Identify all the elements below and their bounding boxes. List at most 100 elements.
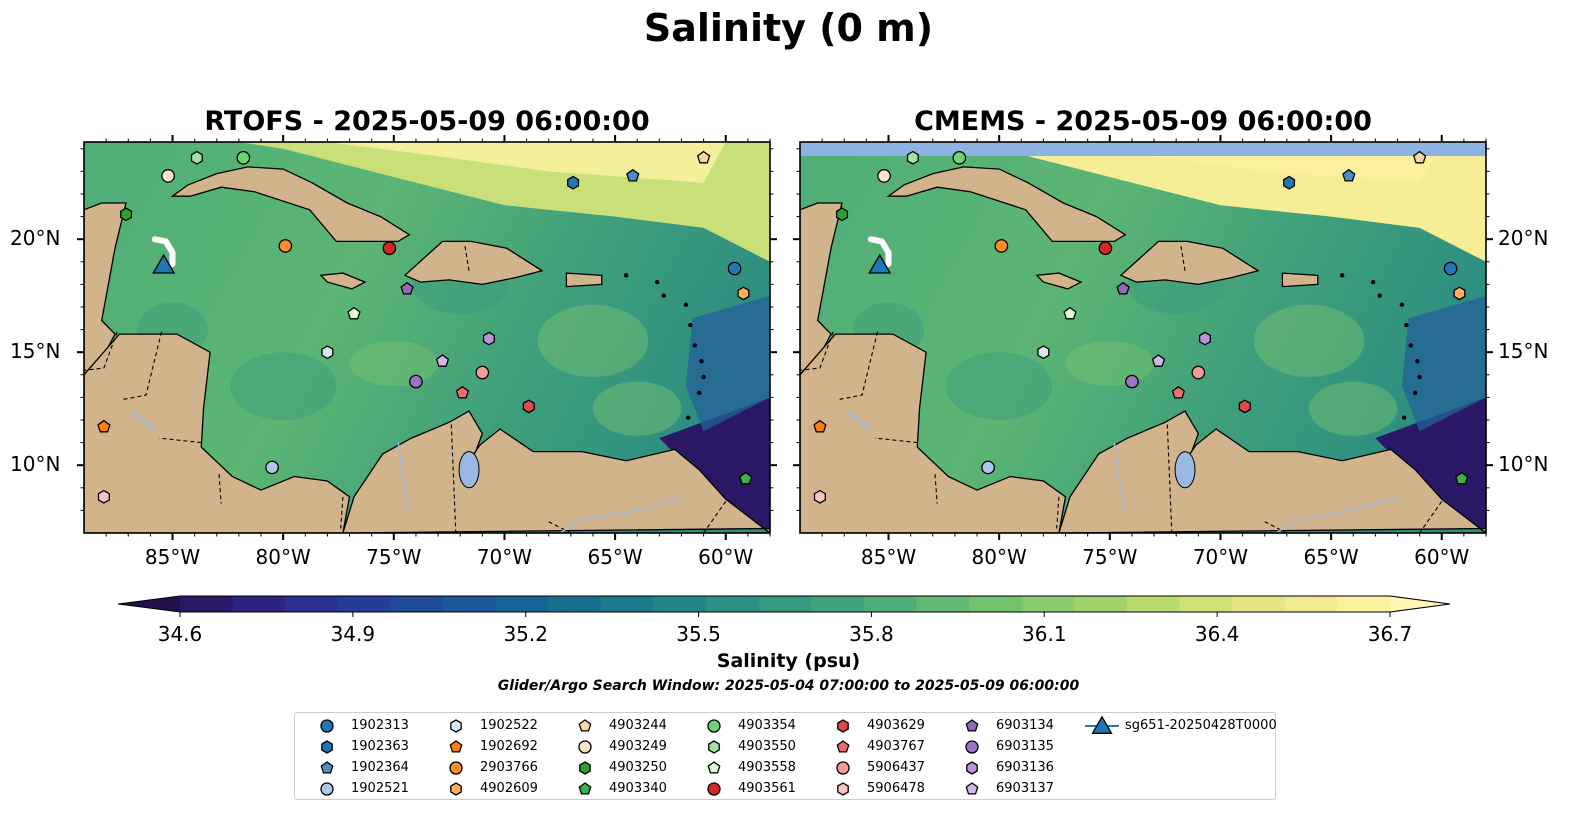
marker-0-4903244: [696, 150, 711, 164]
marker-0-5906437: [475, 365, 490, 380]
legend-label: 4903340: [609, 781, 667, 796]
marker-1-6903137: [1151, 354, 1166, 367]
colorbar-bin-7: [548, 596, 602, 612]
legend-item-1902363: 1902363: [307, 736, 432, 756]
marker-1-4903550: [906, 150, 919, 165]
colorbar-tick-label-6: 36.4: [1194, 622, 1240, 646]
marker-1-4903340: [1455, 471, 1469, 485]
legend-marker-4903558: [707, 761, 721, 774]
marker-0-4903340: [739, 471, 753, 485]
legend-label: 4903767: [867, 739, 925, 754]
legend-item-6903136: 6903136: [952, 757, 1077, 777]
legend-item-2903766: 2903766: [436, 757, 561, 777]
legend-marker-sg651-20250428T0000: [1085, 715, 1119, 734]
marker-0-4903767: [455, 385, 470, 399]
marker-0-1902363: [567, 175, 580, 190]
marker-0-4903354: [236, 150, 251, 165]
colorbar-tick-label-2: 35.2: [503, 622, 548, 646]
legend-marker-5906437: [836, 761, 850, 775]
legend-item-5906437: 5906437: [823, 757, 948, 777]
legend-label: 1902522: [480, 718, 538, 733]
lon-tick-label-0-0: 85°W: [144, 545, 201, 569]
colorbar-extend-low: [118, 596, 180, 612]
map-frame-1: [793, 135, 1493, 540]
legend-item-4903629: 4903629: [823, 715, 948, 735]
lon-tick-label-1-4: 65°W: [1303, 545, 1359, 569]
legend-item-1902522: 1902522: [436, 715, 561, 735]
marker-0-4903561: [382, 241, 397, 256]
legend-item-1902521: 1902521: [307, 778, 432, 798]
legend-label: 4903550: [738, 739, 796, 754]
legend-label: 4903244: [609, 718, 667, 733]
legend-item-4902609: 4902609: [436, 778, 561, 798]
marker-1-4903558: [1063, 306, 1077, 320]
colorbar-bin-17: [1074, 596, 1128, 612]
panel-title-cmems: CMEMS - 2025-05-09 06:00:00: [914, 106, 1372, 137]
colorbar-tick-label-5: 36.1: [1022, 622, 1067, 646]
colorbar-bin-9: [653, 596, 707, 612]
colorbar-bin-21: [1284, 596, 1338, 612]
legend-label: 4902609: [480, 781, 538, 796]
marker-0-1902521: [265, 460, 279, 475]
marker-0-5906478: [97, 489, 110, 504]
legend-item-4903558: 4903558: [694, 757, 819, 777]
lon-tick-label-1-2: 75°W: [1082, 545, 1138, 569]
marker-0-4903249: [161, 169, 175, 183]
lat-tick-label-0-2: 10°N: [10, 452, 61, 477]
colorbar-bin-11: [758, 596, 812, 612]
lon-tick-label-0-2: 75°W: [366, 545, 422, 569]
colorbar-bin-18: [1127, 596, 1181, 612]
legend-label: 4903249: [609, 739, 667, 754]
colorbar-bin-12: [811, 596, 865, 612]
marker-1-5906437: [1191, 365, 1206, 380]
lon-tick-label-0-5: 60°W: [698, 545, 754, 569]
colorbar-tick-label-0: 34.6: [157, 622, 203, 646]
legend-item-4903767: 4903767: [823, 736, 948, 756]
legend-label: 4903561: [738, 781, 796, 796]
lon-tick-label-1-0: 85°W: [860, 545, 917, 569]
marker-0-4903250: [120, 207, 133, 222]
legend-label: 1902364: [351, 760, 409, 775]
legend-marker-4903767: [836, 740, 850, 753]
map-frame-0: [77, 135, 777, 540]
legend-marker-1902522: [450, 719, 462, 733]
map-panels: [77, 135, 1493, 540]
marker-0-sg651-20250428T0000: [152, 253, 176, 274]
marker-0-2903766: [278, 239, 293, 253]
legend-label: 1902521: [351, 781, 409, 796]
colorbar-bin-5: [443, 596, 497, 612]
marker-1-1902521: [981, 460, 995, 475]
legend-label: 1902313: [351, 718, 409, 733]
legend-label: 5906437: [867, 760, 925, 775]
legend-item-1902364: 1902364: [307, 757, 432, 777]
legend-marker-1902363: [321, 740, 333, 754]
marker-1-6903135: [1125, 374, 1139, 389]
lat-tick-label-0-0: 20°N: [10, 226, 61, 251]
marker-1-4902609: [1453, 286, 1466, 301]
legend-item-6903137: 6903137: [952, 778, 1077, 798]
legend-item-6903134: 6903134: [952, 715, 1077, 735]
colorbar-title: Salinity (psu): [716, 650, 861, 672]
marker-0-1902692: [97, 419, 111, 433]
legend-label: 6903137: [996, 781, 1054, 796]
legend-item-1902313: 1902313: [307, 715, 432, 735]
legend-label: 4903558: [738, 760, 796, 775]
colorbar-tick-label-7: 36.7: [1367, 622, 1413, 646]
colorbar-bin-14: [916, 596, 970, 612]
marker-1-1902364: [1342, 168, 1356, 182]
marker-1-sg651-20250428T0000: [868, 253, 892, 274]
marker-1-4903354: [952, 150, 967, 165]
colorbar-bin-15: [969, 596, 1023, 612]
marker-1-1902692: [813, 419, 827, 433]
marker-1-4903561: [1098, 241, 1113, 256]
search-window-note: Glider/Argo Search Window: 2025-05-04 07…: [497, 678, 1080, 694]
legend-marker-1902313: [320, 719, 334, 733]
legend-marker-6903137: [965, 782, 979, 795]
legend-marker-6903134: [965, 719, 979, 732]
colorbar-tick-label-4: 35.8: [849, 622, 894, 646]
marker-1-4903244: [1412, 150, 1427, 164]
lat-tick-label-1-2: 10°N: [1498, 452, 1549, 477]
legend-item-4903354: 4903354: [694, 715, 819, 735]
marker-0-1902313: [727, 261, 742, 276]
colorbar-bin-3: [337, 596, 391, 612]
